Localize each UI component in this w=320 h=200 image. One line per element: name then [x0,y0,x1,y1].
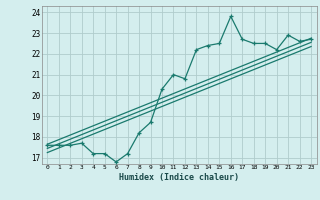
X-axis label: Humidex (Indice chaleur): Humidex (Indice chaleur) [119,173,239,182]
